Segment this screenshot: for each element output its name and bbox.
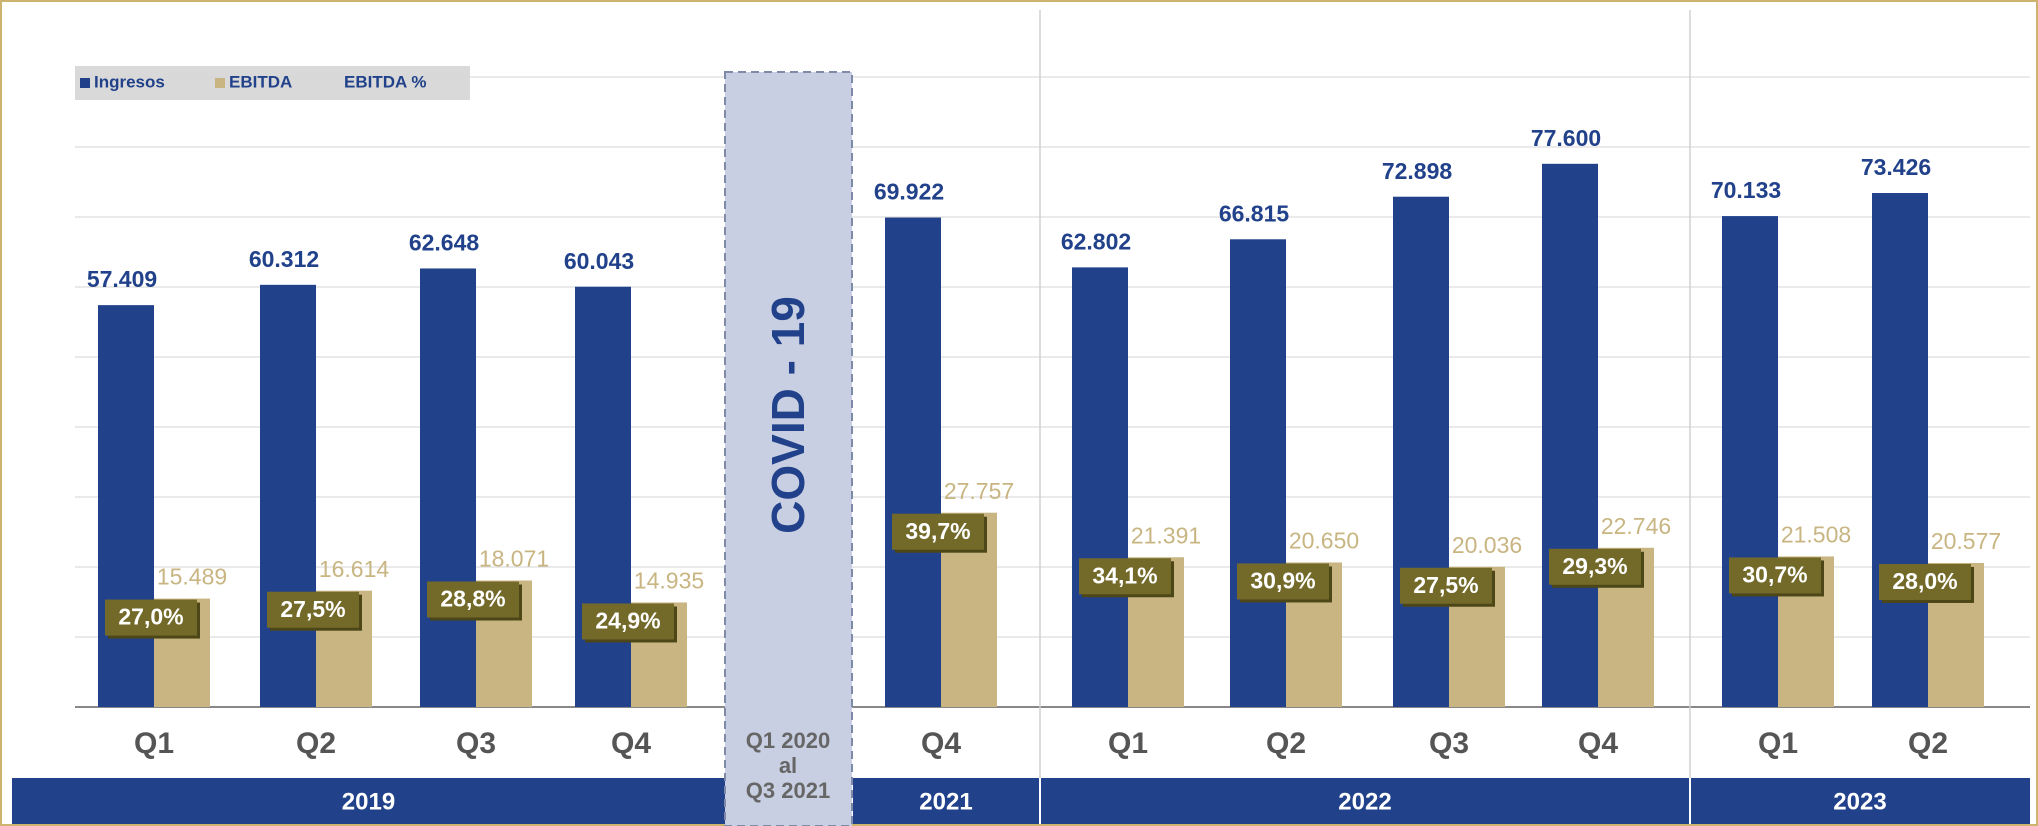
legend-label: Ingresos xyxy=(94,72,165,91)
bar xyxy=(1722,216,1778,707)
value-label: 27.757 xyxy=(944,478,1014,504)
covid-period: Q1 2020 xyxy=(746,728,830,753)
pct-label: 30,7% xyxy=(1742,562,1807,588)
value-label: 60.312 xyxy=(249,246,319,272)
pct-label: 24,9% xyxy=(595,608,660,634)
legend-swatch xyxy=(215,78,225,88)
x-tick-label: Q2 xyxy=(296,727,336,760)
value-label: 57.409 xyxy=(87,266,157,292)
x-tick-label: Q1 xyxy=(1758,727,1798,760)
bar xyxy=(885,217,941,707)
legend-swatch xyxy=(80,78,90,88)
value-label: 20.650 xyxy=(1289,528,1359,554)
value-label: 20.577 xyxy=(1931,528,2001,554)
bar xyxy=(1230,239,1286,708)
pct-box xyxy=(1079,558,1171,595)
year-label: 2023 xyxy=(1833,788,1886,815)
value-label: 22.746 xyxy=(1601,513,1671,539)
pct-box xyxy=(1549,548,1641,585)
pct-label: 29,3% xyxy=(1562,553,1627,579)
pct-box xyxy=(427,581,519,618)
pct-box xyxy=(105,599,197,636)
pct-box xyxy=(892,513,984,550)
pct-label: 27,5% xyxy=(1413,572,1478,598)
bar xyxy=(575,286,631,707)
x-tick-label: Q3 xyxy=(1429,727,1469,760)
value-label: 21.391 xyxy=(1131,522,1201,548)
bar xyxy=(1872,193,1928,707)
covid-period: al xyxy=(779,753,797,778)
x-tick-label: Q4 xyxy=(921,727,961,760)
bar xyxy=(1393,196,1449,708)
value-label: 70.133 xyxy=(1711,177,1781,203)
value-label: 77.600 xyxy=(1531,125,1601,151)
year-label: 2022 xyxy=(1338,788,1391,815)
pct-label: 30,9% xyxy=(1250,568,1315,594)
pct-box xyxy=(267,591,359,628)
bar xyxy=(260,284,316,707)
value-label: 16.614 xyxy=(319,556,390,582)
year-label: 2021 xyxy=(919,788,972,815)
pct-box xyxy=(1237,563,1329,600)
pct-box xyxy=(1879,563,1971,600)
legend-label: EBITDA xyxy=(229,72,292,91)
bar xyxy=(420,268,476,707)
pct-label: 28,8% xyxy=(440,586,505,612)
x-tick-label: Q4 xyxy=(611,727,651,760)
x-tick-label: Q3 xyxy=(456,727,496,760)
value-label: 62.648 xyxy=(409,230,480,256)
pct-label: 39,7% xyxy=(905,518,970,544)
pct-box xyxy=(1400,567,1492,604)
value-label: 20.036 xyxy=(1452,532,1522,558)
value-label: 66.815 xyxy=(1219,200,1290,226)
x-tick-label: Q2 xyxy=(1908,727,1948,760)
legend-box xyxy=(75,66,470,100)
covid-label: COVID - 19 xyxy=(762,296,814,534)
value-label: 73.426 xyxy=(1861,154,1931,180)
pct-label: 34,1% xyxy=(1092,562,1157,588)
value-label: 15.489 xyxy=(157,564,227,590)
covid-box xyxy=(724,71,853,826)
value-label: 69.922 xyxy=(874,179,944,205)
pct-label: 28,0% xyxy=(1892,568,1957,594)
value-label: 62.802 xyxy=(1061,228,1131,254)
pct-box xyxy=(1729,557,1821,594)
year-label: 2019 xyxy=(342,788,395,815)
x-tick-label: Q2 xyxy=(1266,727,1306,760)
value-label: 18.071 xyxy=(479,546,549,572)
bar xyxy=(98,305,154,707)
x-tick-label: Q4 xyxy=(1578,727,1618,760)
bar xyxy=(1542,163,1598,708)
value-label: 60.043 xyxy=(564,248,634,274)
year-band xyxy=(12,778,2030,824)
value-label: 14.935 xyxy=(634,568,704,594)
legend-label: EBITDA % xyxy=(344,72,427,91)
value-label: 72.898 xyxy=(1382,158,1453,184)
pct-label: 27,0% xyxy=(118,604,183,630)
value-label: 21.508 xyxy=(1781,522,1851,548)
x-tick-label: Q1 xyxy=(1108,727,1148,760)
bar xyxy=(1072,267,1128,707)
x-tick-label: Q1 xyxy=(134,727,174,760)
pct-label: 27,5% xyxy=(280,596,345,622)
covid-period: Q3 2021 xyxy=(746,778,830,803)
pct-box xyxy=(582,603,674,640)
